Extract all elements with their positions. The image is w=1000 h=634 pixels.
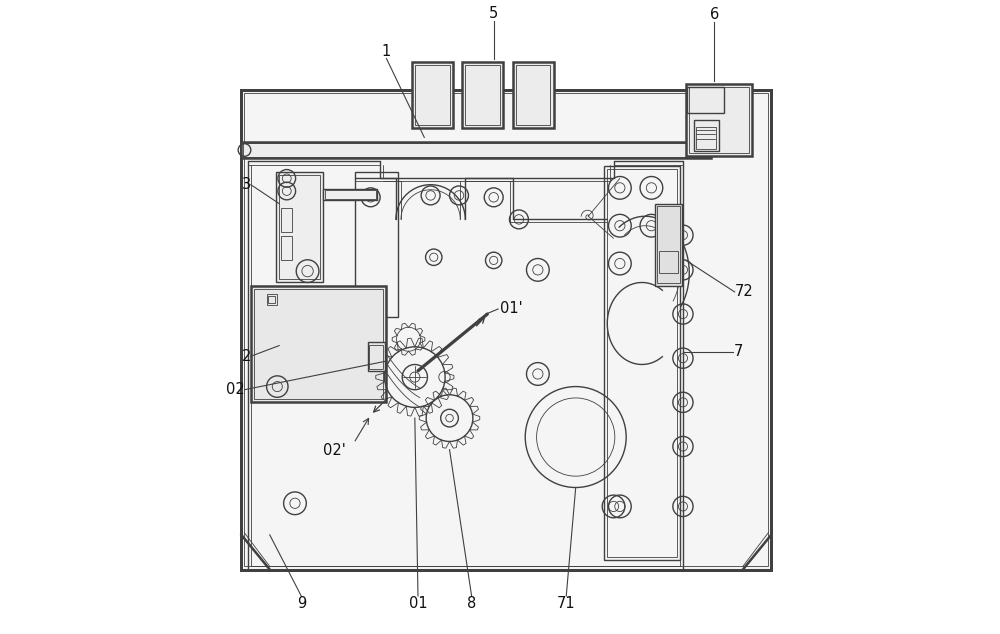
Bar [276,172,323,283]
Bar [267,294,277,304]
Bar [607,169,677,557]
Text: 9: 9 [297,596,306,611]
Bar [657,206,680,283]
Bar [687,87,724,113]
Bar [244,93,768,566]
Text: 71: 71 [557,596,576,611]
Text: 3: 3 [242,177,251,192]
Bar [689,87,749,153]
Text: 1: 1 [382,44,391,58]
Bar [281,208,292,232]
Bar [355,172,398,317]
Bar [516,65,550,125]
Text: 5: 5 [489,6,498,21]
Bar [465,65,500,125]
Text: 02: 02 [226,382,244,398]
Text: 01: 01 [409,596,427,611]
Bar [251,286,386,403]
Bar [462,61,503,128]
Bar [686,84,752,157]
Bar [241,90,771,569]
Bar [655,204,682,286]
Bar [369,345,383,369]
Bar [694,120,719,152]
Bar [323,189,377,200]
Bar [325,190,376,199]
Bar [659,251,678,273]
Bar [279,175,320,280]
Text: 6: 6 [710,7,719,22]
Bar [368,342,385,371]
Text: 01': 01' [500,302,523,316]
Bar [268,295,275,303]
Bar [281,236,292,261]
Bar [696,127,716,149]
Bar [412,61,453,128]
Bar [241,142,711,158]
Text: 8: 8 [467,596,476,611]
Bar [254,289,383,399]
Bar [513,61,554,128]
Bar [415,65,450,125]
Text: 2: 2 [241,349,251,364]
Text: 72: 72 [735,285,753,299]
Bar [243,143,710,157]
Text: 7: 7 [733,344,743,359]
Bar [604,165,680,560]
Text: 02': 02' [323,443,345,458]
